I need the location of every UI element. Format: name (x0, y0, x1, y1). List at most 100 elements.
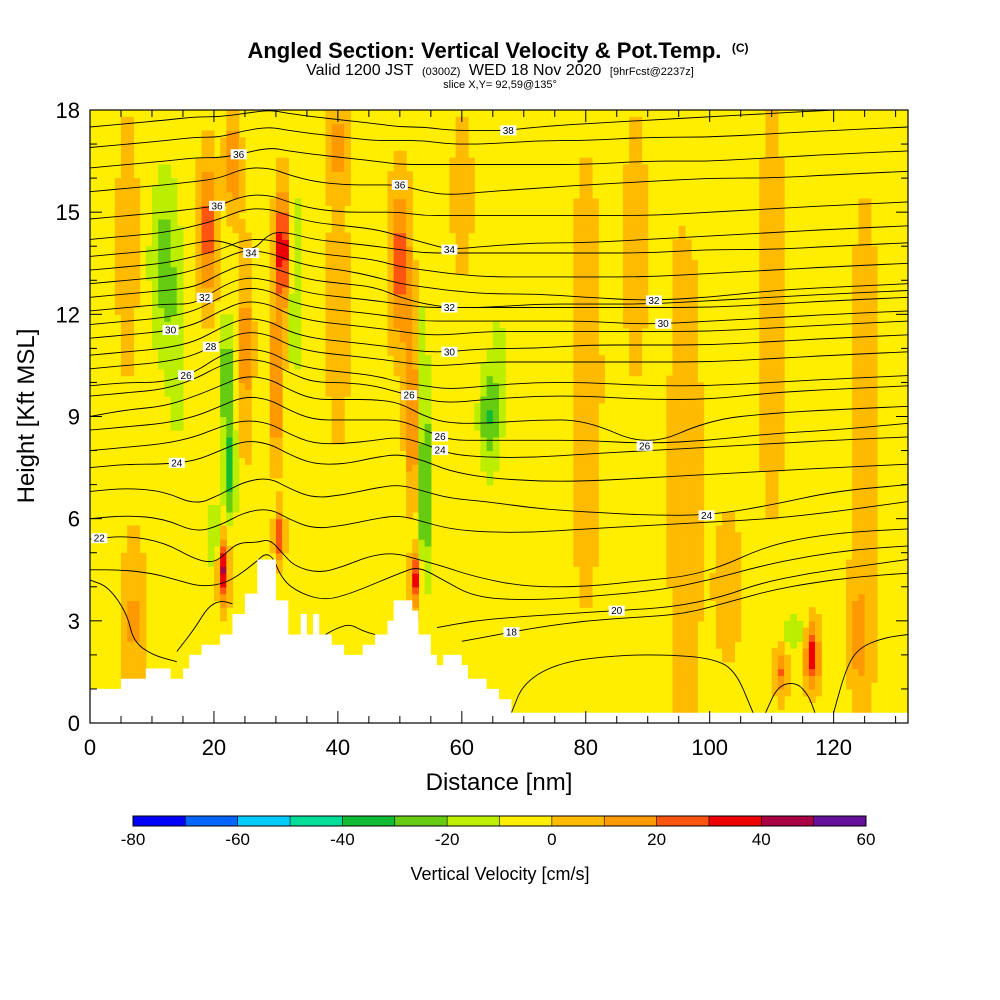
heatmap-cell (151, 307, 159, 315)
colorbar-tick-label: -60 (225, 830, 250, 849)
heatmap-cell (777, 443, 785, 452)
contour-label-text: 38 (503, 126, 515, 137)
heatmap-cell (864, 579, 872, 588)
heatmap-cell (622, 259, 630, 268)
heatmap-cell (238, 314, 246, 322)
heatmap-cell (684, 293, 692, 302)
heatmap-cell (344, 191, 351, 200)
heatmap-cell (672, 668, 680, 676)
heatmap-cell (672, 300, 680, 309)
heatmap-cell (666, 559, 674, 567)
heatmap-cell (715, 620, 723, 629)
heatmap-cell (213, 593, 221, 601)
heatmap-cell (294, 314, 302, 322)
heatmap-cell (226, 218, 234, 227)
heatmap-cell (207, 273, 215, 281)
heatmap-cell (461, 198, 469, 206)
heatmap-cell (275, 321, 283, 329)
heatmap-cell (195, 164, 203, 172)
heatmap-cell (585, 566, 593, 574)
heatmap-cell (765, 212, 773, 220)
heatmap-cell (591, 559, 599, 567)
heatmap-cell (591, 525, 599, 533)
heatmap-cell (870, 409, 878, 418)
heatmap-cell (176, 253, 184, 261)
heatmap-cell (870, 668, 878, 676)
heatmap-cell (331, 130, 339, 138)
heatmap-cell (499, 341, 506, 349)
heatmap-cell (573, 491, 581, 499)
heatmap-cell (684, 648, 692, 656)
heatmap-cell (325, 164, 333, 172)
heatmap-cell (622, 253, 630, 261)
heatmap-cell (591, 389, 599, 397)
heatmap-cell (344, 123, 351, 132)
heatmap-cell (691, 634, 698, 642)
heatmap-cell (622, 293, 630, 302)
heatmap-cell (777, 246, 785, 254)
heatmap-cell (288, 355, 296, 363)
colorbar-tick-label: 20 (647, 830, 666, 849)
heatmap-cell (777, 341, 785, 349)
heatmap-cell (858, 443, 866, 452)
heatmap-cell (195, 225, 203, 234)
heatmap-cell (672, 702, 680, 710)
heatmap-cell (771, 675, 779, 683)
heatmap-cell (678, 641, 686, 649)
heatmap-cell (275, 505, 283, 513)
heatmap-cell (870, 273, 878, 281)
heatmap-cell (697, 552, 705, 561)
heatmap-cell (269, 239, 277, 247)
heatmap-cell (870, 348, 878, 356)
heatmap-cell (691, 559, 698, 567)
heatmap-cell (573, 348, 581, 356)
heatmap-cell (418, 334, 426, 343)
heatmap-cell (629, 116, 636, 125)
heatmap-cell (678, 614, 686, 622)
heatmap-cell (226, 362, 234, 370)
heatmap-cell (585, 375, 593, 384)
contour-label-bg (500, 125, 517, 136)
heatmap-cell (220, 362, 227, 370)
heatmap-cell (697, 539, 705, 547)
heatmap-cell (399, 362, 407, 370)
heatmap-cell (678, 300, 686, 309)
heatmap-cell (232, 470, 240, 479)
heatmap-cell (158, 205, 165, 213)
heatmap-cell (734, 607, 742, 615)
heatmap-cell (406, 498, 413, 506)
heatmap-cell (226, 137, 234, 145)
heatmap-cell (499, 375, 506, 384)
heatmap-cell (777, 205, 785, 213)
heatmap-cell (796, 620, 804, 629)
heatmap-cell (691, 307, 698, 315)
heatmap-cell (164, 355, 172, 363)
heatmap-cell (238, 239, 246, 247)
heatmap-cell (133, 634, 141, 642)
heatmap-cell (728, 518, 736, 527)
heatmap-cell (728, 607, 736, 615)
heatmap-cell (127, 539, 134, 547)
heatmap-cell (282, 171, 289, 179)
heatmap-cell (275, 396, 283, 404)
heatmap-cell (275, 314, 283, 322)
heatmap-cell (864, 259, 872, 268)
colorbar-tick-label: 40 (752, 830, 771, 849)
heatmap-cell (622, 198, 630, 206)
heatmap-cell (269, 362, 277, 370)
heatmap-cell (133, 552, 141, 561)
heatmap-cell (226, 212, 234, 220)
heatmap-cell (598, 382, 605, 390)
heatmap-cell (226, 450, 234, 458)
heatmap-cell (399, 416, 407, 424)
heatmap-cell (120, 157, 128, 166)
heatmap-cell (635, 321, 643, 329)
heatmap-cell (846, 579, 853, 588)
heatmap-cell (406, 321, 413, 329)
heatmap-cell (852, 443, 860, 452)
heatmap-cell (591, 239, 599, 247)
heatmap-cell (213, 280, 221, 288)
heatmap-cell (777, 334, 785, 343)
heatmap-cell (127, 341, 134, 349)
heatmap-cell (579, 532, 587, 540)
